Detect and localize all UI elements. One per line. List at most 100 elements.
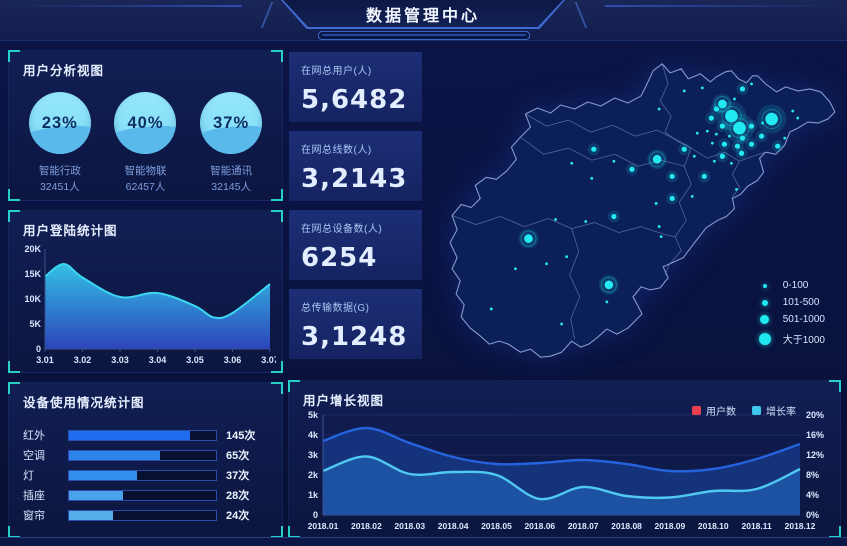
map-point-ring [520,230,537,247]
legend-item-users[interactable]: 用户数 [692,403,736,418]
device-label: 灯 [23,470,34,482]
map-internal-border [525,113,692,149]
gauge-percent: 40% [127,113,164,132]
growth-chart-legend: 用户数 增长率 [692,403,796,418]
map-data-point [570,161,574,165]
map-data-point [734,143,741,149]
gauge-label: 智能物联 62457人 [105,163,185,196]
map-data-point [657,107,661,111]
map-data-point [669,173,675,179]
map-data-point [681,146,687,152]
corner-bracket [271,189,283,201]
corner-bracket [8,382,20,394]
map-data-point [489,307,493,311]
kpi-value: 3,1248 [301,322,408,352]
map-point-ring [649,151,666,168]
device-label: 窗帘 [23,510,45,522]
map-data-point [604,280,614,290]
corner-bracket [8,361,20,373]
gauge-circle: 37% [200,92,263,154]
growth-right-tick: 20% [806,410,824,420]
device-usage-bars: 红外 145次 空调 65次灯 37次 插座 28次 窗帘 24次 [9,411,282,525]
title-trapezoid: 数据管理中心 [283,0,563,27]
login-x-tick: 3.01 [36,355,54,365]
map-legend-dot [762,283,767,288]
gauge-label: 智能通讯 32145人 [191,163,271,196]
map-point-ring [761,109,782,130]
growth-x-tick: 2018.03 [394,521,425,531]
map-legend-dot-container [757,332,773,345]
device-bar-track [68,449,217,461]
kpi-label: 在网总线数(人) [301,145,372,156]
corner-bracket [271,210,283,222]
map-data-point [605,300,609,304]
panel-login-stats: 用户登陆统计图 0 5K 10K 15K 20K 3.01 3.02 3.03 3.04 3.05… [8,210,283,373]
map-data-point [739,86,746,92]
growth-x-tick: 2018.12 [785,521,816,531]
map-legend-label: 大于1000 [782,335,825,346]
map-data-point [690,195,694,198]
map-legend-item: 501-1000 [757,314,825,325]
device-usage-row: 窗帘 24次 [23,505,270,525]
map-data-point [590,176,594,180]
header-accent-line-left [12,5,242,7]
panel-user-growth: 用户增长视图 用户数 增长率 0 1k 2k 3k 4k 5k 0% 4% 8% 12% 16% 20%… [288,380,841,538]
map-data-point [565,255,569,259]
gauge-name: 智能通讯 [210,165,253,177]
corner-bracket [829,380,841,392]
map-internal-border [659,63,692,149]
device-bar-track [68,489,217,501]
map-internal-border [731,161,740,199]
growth-left-tick: 4k [308,430,319,440]
device-bar-fill [69,430,190,440]
map-data-point [719,153,726,159]
device-usage-row: 灯 37次 [23,465,270,485]
map-data-point [765,112,778,126]
kpi-card-3: 总传输数据(G) 3,1248 [289,289,422,359]
map-data-point [545,262,548,266]
legend-swatch [692,406,701,415]
panel-device-usage: 设备使用情况统计图 红外 145次 空调 65次灯 37次 插座 28次 窗帘 24次 [8,382,283,538]
gauge-circle: 40% [114,92,177,154]
map-data-point [584,220,588,223]
map-legend: 0-100 101-500 501-1000 大于1000 [757,274,825,352]
device-usage-row: 红外 145次 [23,425,270,445]
corner-bracket [288,380,300,392]
map-data-point [611,213,617,220]
header-bar: 数据管理中心 [0,0,847,41]
growth-right-tick: 0% [806,510,819,520]
map-internal-border [569,228,581,340]
device-bar-fill [69,450,161,460]
login-area-chart: 0 5K 10K 15K 20K 3.01 3.02 3.03 3.04 3.05 3.06 3.07 [24,244,276,365]
panel-user-growth-title: 用户增长视图 [303,394,385,408]
map-point-ring [600,276,617,293]
map-legend-label: 0-100 [782,280,809,291]
map-data-point [775,143,781,149]
map-data-point [718,99,727,109]
map-data-point [713,106,719,112]
device-label: 空调 [23,450,45,462]
growth-series-fill [323,456,800,515]
device-value: 37次 [226,470,250,482]
map-data-point [514,267,517,271]
legend-label: 用户数 [706,407,736,418]
kpi-value: 5,6482 [301,85,408,115]
device-bar-track [68,509,217,521]
corner-bracket [8,210,20,222]
map-legend-item: 0-100 [757,280,825,291]
gauge-label: 智能行政 32451人 [20,163,100,196]
legend-item-growth-rate[interactable]: 增长率 [752,403,796,418]
map-legend-dot-container [757,299,773,306]
map-legend-dot [761,299,768,306]
growth-x-tick: 2018.06 [524,521,555,531]
growth-x-tick: 2018.04 [438,521,469,531]
gauge-count: 32145人 [211,181,251,194]
device-bar-track [68,429,217,441]
map-data-point [738,150,745,156]
legend-label: 增长率 [766,407,796,418]
header-slash-right [574,2,604,28]
map-data-point [692,154,696,158]
map-data-point [659,235,663,239]
login-area-fill [45,263,270,349]
